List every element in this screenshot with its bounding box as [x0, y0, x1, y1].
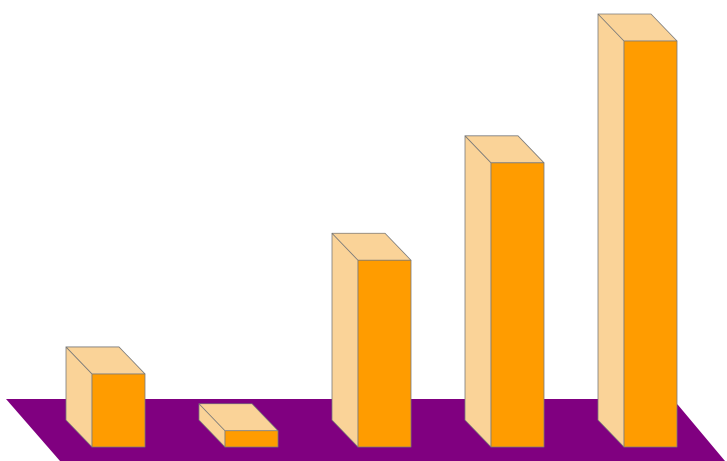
bar-5-side	[597, 13, 625, 448]
bar-3-front	[357, 259, 412, 448]
bar-2	[198, 403, 279, 448]
bar-4-front	[490, 162, 545, 448]
bar-2-front	[224, 430, 279, 448]
bar-4-side	[464, 135, 492, 448]
bar-3	[331, 232, 412, 448]
bar-3-side	[331, 232, 359, 448]
bars-group	[65, 13, 678, 448]
bar-5-front	[623, 40, 678, 448]
bar-5	[597, 13, 678, 448]
bar-1-front	[91, 373, 146, 448]
bar-1	[65, 346, 146, 448]
bar-4	[464, 135, 545, 448]
